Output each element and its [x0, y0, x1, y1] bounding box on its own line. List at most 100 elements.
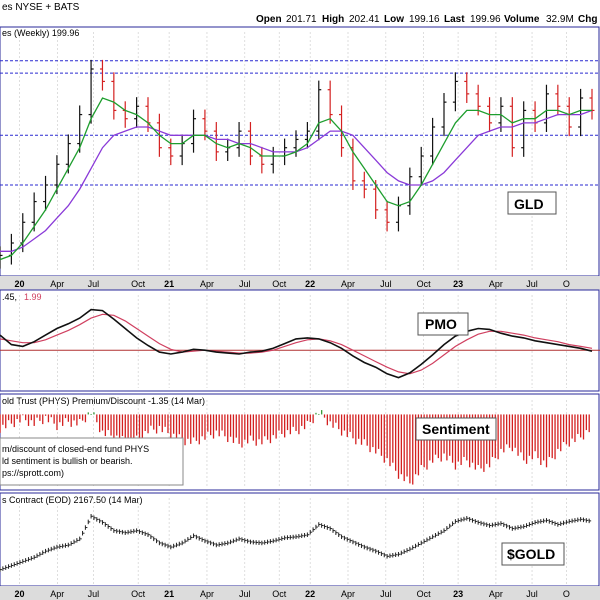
premium-bar	[118, 414, 121, 442]
pmo-header-prefix: .45,	[2, 292, 17, 302]
premium-bar	[582, 414, 585, 440]
premium-bar	[375, 414, 377, 454]
premium-bar	[474, 414, 477, 470]
premium-bar	[551, 414, 553, 459]
premium-bar	[190, 414, 192, 444]
premium-bar	[181, 414, 183, 441]
premium-bar	[87, 412, 89, 415]
x-tick-label: Apr	[489, 589, 503, 599]
premium-bar	[147, 414, 149, 434]
premium-bar	[423, 414, 425, 468]
premium-bar	[247, 414, 249, 444]
sentiment-note-line-2: ld sentiment is bullish or bearish.	[2, 456, 133, 466]
x-tick-label: Oct	[131, 589, 146, 599]
premium-bar	[70, 414, 72, 427]
gold-header: s Contract (EOD) 2167.50 (14 Mar)	[2, 495, 143, 505]
premium-bar	[511, 414, 514, 452]
sentiment-panel-frame	[0, 393, 600, 491]
premium-bar	[178, 414, 181, 435]
premium-bar	[503, 414, 505, 453]
pmo-panel-frame	[0, 289, 600, 392]
premium-bar	[255, 414, 257, 446]
x-tick-label: Oct	[417, 589, 432, 599]
premium-bar	[338, 414, 340, 430]
premium-bar	[232, 414, 235, 443]
sentiment-note-line-1: m/discount of closed-end fund PHYS	[2, 444, 149, 454]
sentiment-tag-box	[415, 417, 497, 441]
x-tick-label: Oct	[131, 279, 146, 289]
open-label: Open	[256, 14, 282, 25]
x-tick-label: 22	[305, 589, 315, 599]
exchange-label: es NYSE + BATS	[2, 2, 80, 13]
x-tick-label: Oct	[272, 589, 287, 599]
premium-bar	[198, 414, 200, 445]
premium-bar	[525, 414, 528, 464]
x-tick-label: Apr	[200, 279, 214, 289]
premium-bar	[343, 414, 346, 431]
premium-bar	[488, 414, 491, 468]
premium-bar	[144, 414, 146, 431]
premium-bar	[585, 414, 588, 431]
premium-bar	[90, 413, 92, 415]
premium-bar	[133, 414, 135, 443]
axis-labels-2: 20 Apr Jul Oct 21 Apr Jul Oct 22 Apr Jul Oct 23 Apr Ju…	[14, 589, 569, 599]
x-tick-label: O	[563, 589, 570, 599]
premium-bar	[321, 410, 323, 415]
premium-bar	[252, 414, 255, 441]
premium-bar	[101, 414, 104, 431]
premium-bar	[10, 414, 13, 424]
x-tick-label: Apr	[341, 279, 355, 289]
premium-bar	[306, 414, 309, 421]
pmo-grid	[19, 295, 567, 388]
premium-bar	[380, 414, 383, 456]
premium-bar	[298, 414, 300, 435]
low-label: Low	[384, 14, 404, 25]
premium-bar	[369, 414, 371, 453]
premium-bar	[506, 414, 508, 445]
premium-bar	[557, 414, 559, 449]
premium-bar	[295, 414, 297, 431]
premium-bar	[406, 414, 408, 477]
premium-bar	[497, 414, 499, 460]
premium-bar	[16, 414, 18, 420]
x-tick-label: 21	[164, 279, 174, 289]
premium-bar	[568, 414, 570, 447]
premium-bar	[13, 414, 15, 428]
premium-bar	[409, 414, 411, 484]
premium-bar	[235, 414, 237, 438]
x-tick-label: 23	[453, 279, 463, 289]
premium-bar	[19, 414, 21, 423]
premium-bar	[397, 414, 400, 479]
premium-bar	[187, 414, 189, 439]
pmo-tag-box	[417, 312, 469, 336]
price-tag: GLD	[514, 196, 544, 212]
premium-bar	[76, 414, 78, 426]
price-bars	[0, 59, 595, 269]
premium-bar	[531, 414, 533, 460]
premium-bar	[366, 414, 368, 446]
premium-bar	[318, 413, 320, 415]
premium-bar	[42, 414, 44, 425]
premium-bar	[352, 414, 354, 439]
premium-bar	[215, 414, 218, 431]
premium-bar	[363, 414, 366, 440]
premium-bar	[355, 414, 357, 445]
premium-bar	[56, 414, 58, 431]
high-value: 202.41	[349, 14, 380, 25]
premium-bar	[104, 414, 107, 437]
premium-bar	[195, 414, 198, 441]
gold-tag-box	[501, 542, 565, 566]
premium-bar	[170, 414, 172, 440]
gold-tag: $GOLD	[507, 546, 555, 562]
premium-bar	[275, 414, 277, 439]
premium-bar	[150, 414, 152, 426]
high-label: High	[322, 14, 344, 25]
premium-bar	[141, 414, 144, 441]
premium-bar	[483, 414, 485, 472]
premium-bar	[138, 414, 141, 438]
low-value: 199.16	[409, 14, 440, 25]
premium-bar	[386, 414, 388, 459]
premium-bar	[278, 414, 280, 431]
premium-bar	[571, 414, 573, 439]
premium-bar	[326, 414, 329, 426]
